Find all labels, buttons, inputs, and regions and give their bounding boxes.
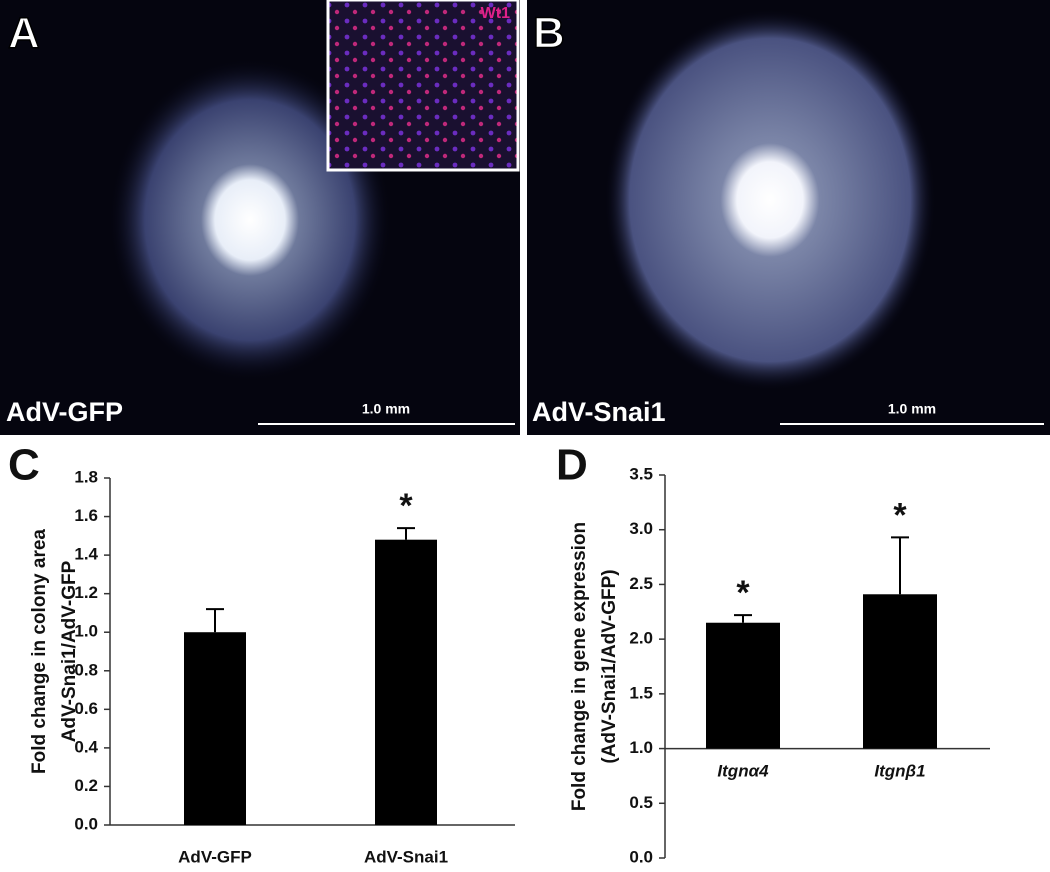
y-tick-label: 0.2 [74,776,98,795]
y-axis-label: Fold change in gene expression [569,522,590,811]
y-tick-label: 1.4 [74,545,98,564]
y-tick-label: 0.8 [74,660,98,679]
significance: * [399,487,413,525]
colony [110,60,390,380]
image-a: Wt1 A AdV-GFP 1.0 mm [0,0,520,435]
panel-label: A [8,9,40,58]
y-tick-label: 0.6 [74,699,98,718]
panel-label: D [556,441,588,490]
bar [863,594,937,749]
x-tick-label: AdV-Snai1 [364,847,448,866]
y-tick-label: 0.5 [629,793,653,812]
inset [326,0,520,172]
x-tick-label: Itgnβ1 [874,761,925,780]
scale-label: 1.0 mm [362,401,410,417]
y-tick-label: 0.0 [74,814,98,833]
inset-label: Wt1 [481,5,510,22]
image-b: B AdV-Snai1 1.0 mm [527,0,1050,435]
panel-label: B [533,9,565,58]
image-caption: AdV-GFP [6,397,123,427]
y-tick-label: 1.0 [629,738,653,757]
panel-label: C [8,441,40,490]
y-tick-label: 1.0 [74,622,98,641]
y-tick-label: 1.2 [74,583,98,602]
y-tick-label: 2.0 [629,629,653,648]
bar [706,622,780,749]
bar [184,632,246,825]
y-tick-label: 3.5 [629,464,653,483]
y-tick-label: 1.8 [74,467,98,486]
image-caption: AdV-Snai1 [532,397,666,427]
scale-label: 1.0 mm [888,401,936,417]
bar [375,539,437,825]
y-tick-label: 0.0 [629,847,653,866]
significance: * [736,574,750,612]
y-axis-label: AdV-Snai1/AdV-GFP [59,560,80,742]
y-tick-label: 1.6 [74,506,98,525]
x-tick-label: AdV-GFP [178,847,252,866]
y-axis-label: (AdV-Snai1/AdV-GFP) [599,569,620,763]
x-tick-label: Itgnα4 [717,761,769,780]
colony [605,10,935,390]
y-axis-label: Fold change in colony area [29,529,50,774]
y-tick-label: 2.5 [629,574,653,593]
y-tick-label: 0.4 [74,737,98,756]
significance: * [893,496,907,534]
y-tick-label: 3.0 [629,519,653,538]
y-tick-label: 1.5 [629,683,653,702]
